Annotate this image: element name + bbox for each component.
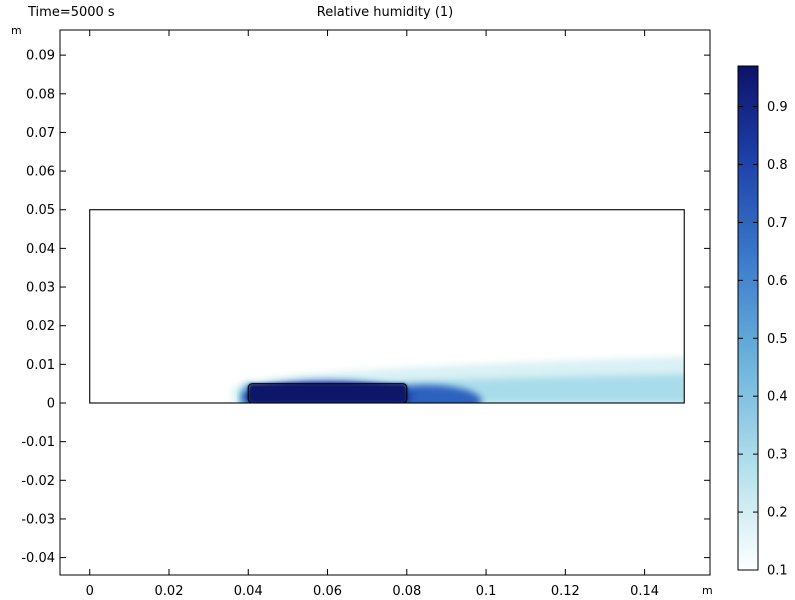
plot-title: Relative humidity (1) xyxy=(316,5,454,20)
x-tick-label: 0.14 xyxy=(630,584,659,599)
humidity-field xyxy=(232,356,685,403)
y-tick-label: -0.04 xyxy=(21,551,55,566)
x-tick-label: 0.02 xyxy=(155,584,184,599)
colorbar-tick-label: 0.4 xyxy=(767,390,788,405)
colorbar-tick-label: 0.1 xyxy=(767,564,788,579)
wet-patch-outline xyxy=(247,383,408,404)
y-tick-label: 0.04 xyxy=(26,242,55,257)
y-tick-label: 0.02 xyxy=(26,319,55,334)
x-tick-label: 0.04 xyxy=(234,584,263,599)
wet-patch-fill xyxy=(248,383,407,403)
x-tick-label: 0.1 xyxy=(476,584,497,599)
x-tick-label: 0 xyxy=(86,584,94,599)
y-tick-label: 0.03 xyxy=(26,281,55,296)
x-axis: 0 0.02 0.04 0.06 0.08 0.1 0.12 0.14 xyxy=(86,30,659,599)
x-unit-label: m xyxy=(702,584,713,597)
x-tick-label: 0.12 xyxy=(551,584,580,599)
y-tick-label: 0.09 xyxy=(26,49,55,64)
colorbar-tick-label: 0.2 xyxy=(767,506,788,521)
plot-frame xyxy=(59,29,711,576)
y-tick-label: 0.01 xyxy=(26,358,55,373)
y-tick-label: -0.03 xyxy=(21,512,55,527)
time-label: Time=5000 s xyxy=(28,5,115,20)
colorbar-tick-label: 0.8 xyxy=(767,158,788,173)
y-tick-label: -0.02 xyxy=(21,474,55,489)
x-tick-label: 0.08 xyxy=(392,584,421,599)
colorbar-tick-label: 0.5 xyxy=(767,332,788,347)
colorbar xyxy=(737,65,759,571)
colorbar-axis: 0.9 0.8 0.7 0.6 0.5 0.4 0.3 0.2 0.1 xyxy=(738,100,788,579)
y-tick-label: 0.08 xyxy=(26,87,55,102)
y-tick-label: 0.06 xyxy=(26,165,55,180)
y-tick-label: -0.01 xyxy=(21,435,55,450)
colorbar-tick-label: 0.3 xyxy=(767,448,788,463)
y-tick-label: 0 xyxy=(47,396,55,411)
x-tick-label: 0.06 xyxy=(313,584,342,599)
y-axis: 0.09 0.08 0.07 0.06 0.05 0.04 0.03 0.02 0.01 0 -0.… xyxy=(21,49,710,566)
y-tick-label: 0.05 xyxy=(26,203,55,218)
colorbar-tick-label: 0.6 xyxy=(767,274,788,289)
y-tick-label: 0.07 xyxy=(26,126,55,141)
colorbar-tick-label: 0.9 xyxy=(767,100,788,115)
y-unit-label: m xyxy=(11,24,22,37)
colorbar-tick-label: 0.7 xyxy=(767,216,788,231)
